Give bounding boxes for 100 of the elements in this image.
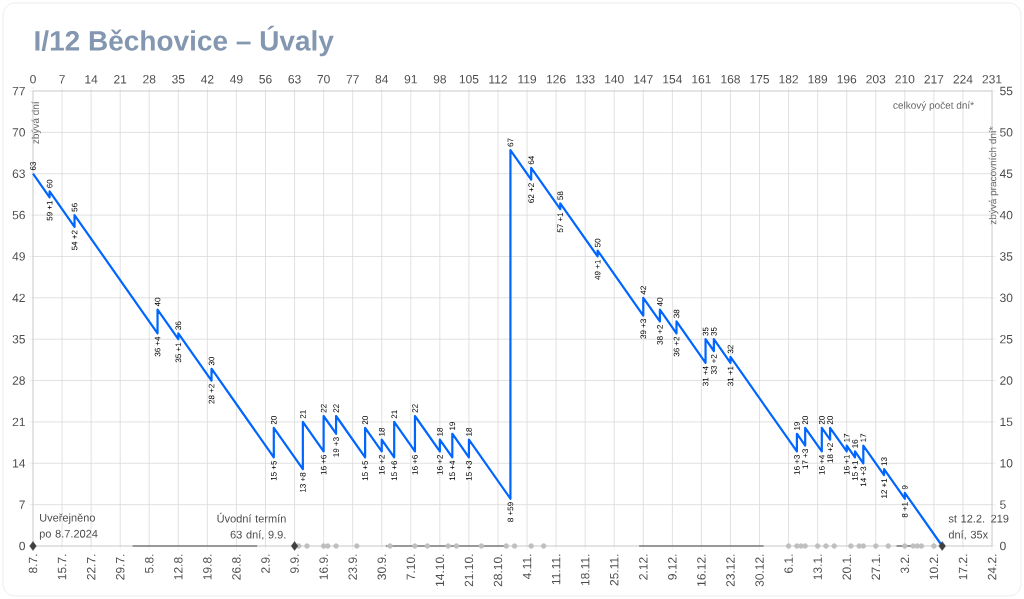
annotation: 17 (843, 433, 850, 442)
annotation: 13 (881, 457, 887, 466)
y-tick-label: 28 (12, 376, 25, 385)
annotation: 16 +2 (378, 455, 385, 475)
chart-title: I/12 Běchovice – Úvaly (35, 25, 334, 57)
y-tick-label: 14 (13, 459, 26, 468)
x2-tick-label: 7.10. (406, 554, 416, 580)
x2-tick-label: 25.11. (609, 554, 619, 586)
x-tick-label: 147 (634, 75, 653, 84)
x2-tick-label: 16.9. (319, 554, 328, 580)
annotation: 35 (702, 327, 709, 336)
y2-axis-title: zbývá pracovních dní* (988, 126, 999, 225)
x-tick-label: 21 (114, 75, 127, 84)
annotation: 62 +2 (528, 183, 535, 203)
y-tick-label: 49 (12, 252, 25, 261)
annotation: 17 (860, 433, 867, 442)
x-tick-label: 203 (866, 74, 886, 84)
annotation: 18 +2 (827, 443, 833, 463)
y-tick-label: 42 (12, 293, 25, 303)
x-tick-label: 182 (779, 74, 798, 84)
x-tick-label: 35 (172, 74, 185, 84)
x-tick-label: 0 (30, 74, 36, 84)
x2-tick-label: 2.12. (639, 554, 648, 580)
x2-tick-label: 4.11. (522, 554, 532, 580)
annotation: st 12.2. 219 dní, 35x (948, 514, 1009, 540)
annotation: 36 +4 (154, 336, 161, 357)
x-tick-label: 49 (230, 74, 243, 84)
x-tick-label: 84 (375, 74, 389, 84)
annotation: Uveřejněno po 8.7.2024 (39, 513, 98, 540)
x2-tick-label: 14.10. (435, 554, 445, 586)
annotation: 15 +5 (362, 460, 368, 481)
annotation: 19 +3 (333, 437, 339, 457)
annotation: 16 +6 (412, 455, 418, 475)
x2-tick-label: 30.12. (755, 554, 764, 587)
x2-tick-label: 28.10. (493, 554, 503, 587)
y-tick-label: 21 (12, 417, 25, 427)
y2-tick-label: 35 (1000, 252, 1013, 261)
annotation: 16 +3 (794, 455, 800, 475)
annotation: 16 +2 (437, 455, 443, 475)
annotation: 36 +2 (673, 336, 680, 357)
annotation: 15 +5 (271, 460, 277, 481)
x-tick-label: 42 (200, 75, 214, 84)
annotation: 64 (528, 155, 535, 165)
annotation: 67 (507, 138, 514, 147)
annotation: 21 (391, 410, 397, 419)
annotation: 36 (175, 321, 182, 330)
x2-tick-label: 9.12. (668, 554, 677, 580)
x-tick-label: 14 (85, 75, 98, 84)
x2-tick-label: 15.7. (57, 554, 67, 580)
y2-tick-label: 30 (1000, 293, 1013, 303)
y-tick-label: 7 (19, 500, 25, 509)
x-tick-label: 70 (317, 74, 330, 84)
x2-tick-label: 8.7. (28, 554, 38, 574)
x-tick-label: 175 (750, 75, 770, 84)
x-tick-label: 154 (663, 75, 682, 84)
annotation: 20 (362, 416, 368, 425)
annotation: 35 +1 (175, 342, 182, 363)
annotation: 50 (594, 238, 601, 248)
x-tick-label: 189 (808, 74, 828, 84)
annotation: 40 (154, 297, 161, 307)
annotation: 8 +1 (902, 502, 908, 518)
x2-tick-label: 13.1. (813, 554, 822, 580)
annotation: 57 +1 (557, 212, 564, 233)
annotation: 28 +2 (208, 384, 215, 404)
annotation: 60 (46, 179, 53, 188)
x-tick-label: 91 (404, 74, 417, 84)
annotation: 63 (30, 161, 36, 171)
annotation: 16 +6 (320, 455, 327, 475)
x-tick-label: 217 (924, 75, 944, 84)
x-tick-label: 196 (837, 74, 857, 84)
x-tick-label: 126 (547, 74, 566, 84)
annotation: 22 (320, 404, 327, 413)
annotation: 38 (673, 309, 680, 318)
annotation: 19 (449, 422, 456, 430)
x2-tick-label: 24.2. (987, 554, 997, 580)
y2-tick-label: 25 (1000, 334, 1013, 344)
x-tick-label: 140 (605, 74, 624, 84)
x-tick-label: 77 (346, 75, 359, 84)
annotation: 20 (802, 416, 809, 425)
x2-tick-label: 16.12. (697, 554, 706, 586)
annotation: 15 +1 (852, 460, 858, 481)
x2-axis-title: celkový počet dní* (893, 101, 974, 111)
x-tick-label: 119 (518, 74, 537, 84)
annotation: 30 (208, 356, 215, 366)
annotation: 18 (437, 427, 443, 436)
annotation: 15 +3 (466, 460, 472, 481)
y2-tick-label: 50 (1000, 128, 1013, 137)
annotation: 40 (657, 297, 663, 307)
x-tick-label: 210 (895, 74, 915, 84)
annotation: 14 +3 (860, 466, 867, 487)
annotation: 16 (852, 439, 858, 448)
y-tick-label: 63 (12, 169, 25, 178)
y-tick-label: 56 (12, 210, 25, 220)
annotation: 31 +1 (727, 366, 734, 386)
y2-tick-label: 5 (1000, 500, 1006, 509)
y-tick-label: 0 (19, 541, 26, 551)
annotation: 20 (818, 416, 825, 425)
y2-tick-label: 15 (1000, 417, 1013, 427)
x-tick-label: 7 (59, 75, 65, 84)
y2-tick-label: 40 (999, 210, 1013, 220)
